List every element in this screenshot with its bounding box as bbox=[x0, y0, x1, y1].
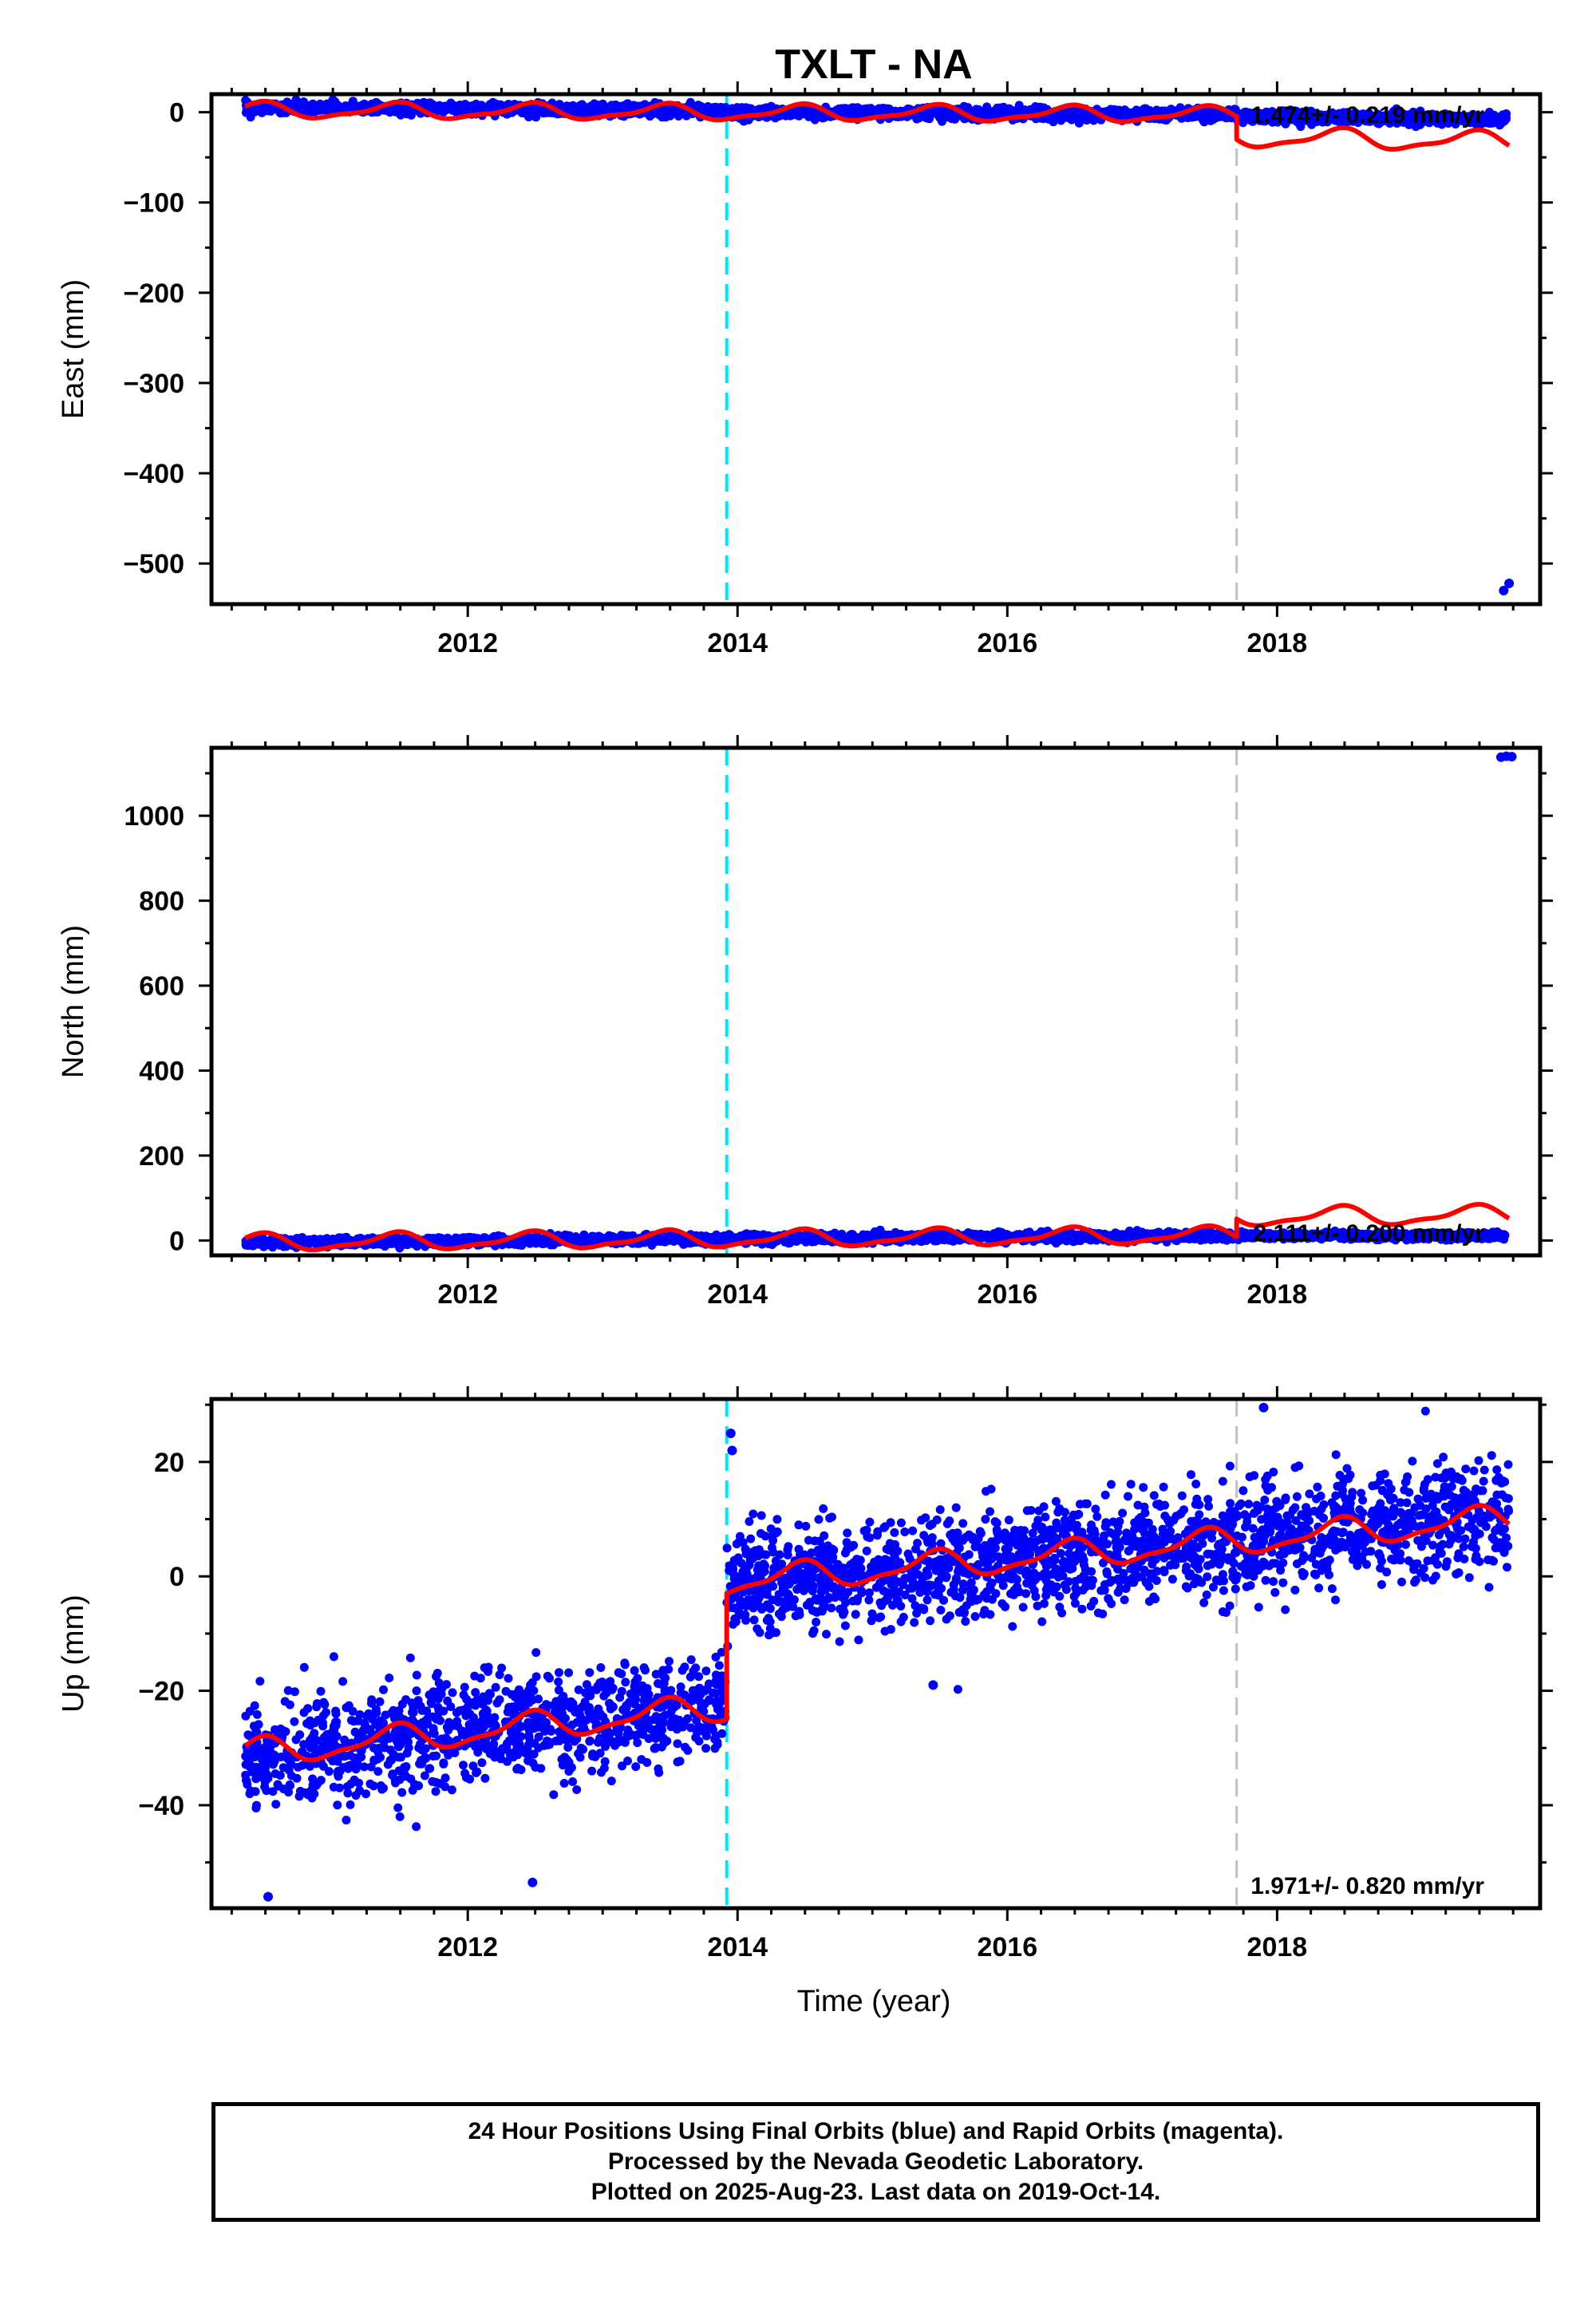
x-tick-label: 2014 bbox=[707, 628, 768, 658]
data-point bbox=[541, 108, 551, 117]
panel-east: 2012 2014 2016 2018 0 −100 −200 −300 −400 −500 Eas… bbox=[57, 81, 1553, 658]
y-tick-label: −500 bbox=[123, 549, 184, 579]
data-point bbox=[1074, 118, 1084, 128]
data-point bbox=[385, 105, 394, 114]
x-tick-label: 2012 bbox=[437, 628, 498, 658]
data-point bbox=[356, 102, 365, 112]
data-point bbox=[1071, 106, 1080, 116]
data-point bbox=[995, 108, 1005, 117]
plot-area-north bbox=[241, 748, 1517, 1255]
data-point bbox=[585, 107, 595, 117]
y-tick-label: −300 bbox=[123, 369, 184, 399]
data-point bbox=[531, 107, 540, 117]
y-tick-label: −200 bbox=[123, 279, 184, 309]
data-point bbox=[323, 101, 333, 110]
x-tick-label: 2018 bbox=[1247, 628, 1308, 658]
data-point bbox=[982, 110, 992, 120]
data-point bbox=[432, 105, 441, 114]
data-point bbox=[1214, 109, 1223, 119]
data-point bbox=[646, 109, 656, 118]
data-point bbox=[466, 103, 476, 113]
data-point bbox=[444, 104, 453, 113]
data-point bbox=[1036, 102, 1045, 112]
data-point bbox=[673, 109, 682, 119]
data-point bbox=[1063, 109, 1072, 119]
data-point bbox=[946, 109, 955, 118]
rate-annotation-east: 1.474+/- 0.219 mm/yr bbox=[1250, 102, 1484, 128]
y-tick-label: 0 bbox=[169, 98, 184, 128]
data-point bbox=[872, 107, 882, 117]
data-point bbox=[334, 101, 343, 110]
data-point bbox=[930, 107, 939, 117]
plot-area-east bbox=[241, 94, 1515, 604]
data-point bbox=[261, 106, 271, 116]
data-point bbox=[799, 106, 808, 116]
data-point bbox=[568, 101, 577, 111]
chart-title: TXLT - NA bbox=[775, 41, 972, 88]
data-point bbox=[935, 113, 945, 122]
data-point bbox=[603, 103, 613, 113]
data-point bbox=[1488, 118, 1498, 128]
data-point bbox=[1124, 111, 1133, 121]
data-point bbox=[620, 102, 630, 112]
data-point bbox=[713, 110, 721, 120]
data-point bbox=[915, 113, 923, 123]
data-point bbox=[785, 109, 795, 118]
data-point bbox=[1199, 117, 1209, 127]
data-point bbox=[812, 112, 821, 121]
y-tick-label: −100 bbox=[123, 188, 184, 219]
x-axis-label: Time (year) bbox=[797, 1985, 951, 2018]
data-point bbox=[460, 101, 469, 110]
outlier-point bbox=[1504, 578, 1515, 588]
data-point bbox=[613, 102, 622, 112]
x-tick-label: 2016 bbox=[977, 628, 1037, 658]
data-point bbox=[1102, 107, 1112, 116]
data-points-north bbox=[241, 751, 1517, 1253]
data-point bbox=[632, 101, 642, 111]
data-point bbox=[316, 100, 325, 109]
data-point bbox=[1501, 113, 1511, 122]
y-tick-label: −400 bbox=[123, 459, 184, 489]
data-point bbox=[1108, 108, 1118, 117]
data-point bbox=[1018, 105, 1028, 115]
data-point bbox=[577, 101, 587, 111]
data-points-east bbox=[241, 95, 1515, 596]
data-point bbox=[972, 108, 982, 117]
y-axis-label-east: East (mm) bbox=[57, 279, 90, 419]
plot-frame-east bbox=[209, 92, 1543, 607]
data-point bbox=[842, 105, 851, 115]
